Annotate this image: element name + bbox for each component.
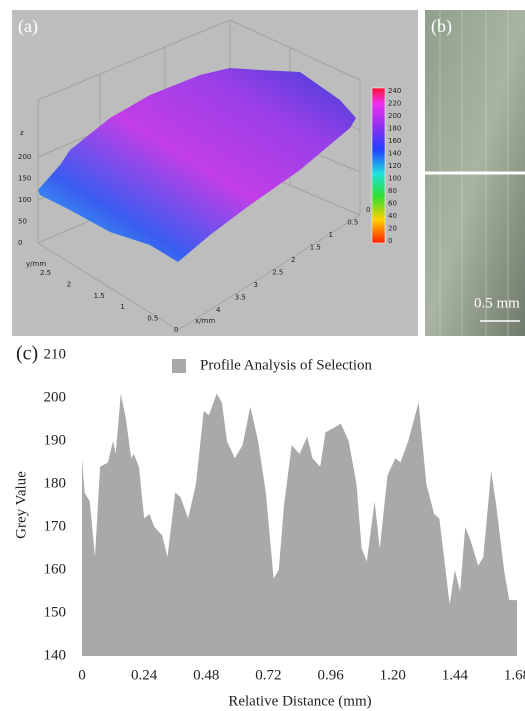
y-tick-label: 0	[174, 326, 178, 334]
x-tick-label: 0.24	[131, 667, 158, 683]
colorbar-tick-label: 180	[388, 125, 401, 133]
scale-label: 0.5 mm	[474, 295, 520, 311]
x-tick-label: 3.5	[235, 294, 246, 302]
y-tick-label: 180	[44, 475, 67, 491]
x-tick-label: 0.72	[255, 667, 281, 683]
colorbar-tick-label: 220	[388, 100, 401, 108]
y-tick-label: 1.5	[94, 292, 105, 300]
colorbar-tick-label: 120	[388, 162, 401, 170]
colorbar-tick-label: 0	[388, 237, 392, 245]
colorbar-tick-label: 20	[388, 225, 397, 233]
y-tick-label: 190	[44, 432, 67, 448]
x-tick-label: 0	[366, 206, 370, 214]
panel-label: (b)	[431, 16, 452, 37]
x-tick-label: 0.96	[317, 667, 344, 683]
x-tick-label: 1	[329, 231, 333, 239]
axis-label: x/mm	[195, 317, 215, 325]
area	[82, 393, 517, 656]
y-tick-label: 200	[44, 389, 67, 405]
surface	[38, 68, 356, 262]
y-axis-title: Grey Value	[13, 471, 29, 539]
x-tick-label: 1.68	[504, 667, 525, 683]
y-tick-label: 0.5	[147, 315, 158, 323]
axis-label: y/mm	[26, 260, 46, 268]
z-tick-label: 0	[18, 239, 22, 247]
y-tick-label: 2	[67, 280, 71, 288]
x-tick-label: 2.5	[272, 269, 283, 277]
x-tick-label: 1.5	[310, 244, 321, 252]
x-tick-label: 4	[216, 306, 221, 314]
z-tick-label: 50	[18, 218, 27, 226]
colorbar	[371, 87, 386, 244]
z-tick-label: 150	[18, 175, 31, 183]
axis-label: z	[20, 129, 24, 137]
colorbar-tick-label: 40	[388, 212, 397, 220]
legend-swatch	[172, 359, 186, 373]
x-tick-label: 0	[78, 667, 86, 683]
y-tick-label: 1	[120, 303, 124, 311]
y-tick-label: 160	[44, 561, 67, 577]
colorbar-tick-label: 100	[388, 175, 401, 183]
colorbar-tick-label: 160	[388, 137, 401, 145]
y-tick-label: 170	[44, 518, 67, 534]
legend-label: Profile Analysis of Selection	[200, 357, 373, 373]
z-tick-label: 200	[18, 153, 31, 161]
panel-label: (a)	[18, 16, 38, 37]
y-tick-label: 150	[44, 604, 67, 620]
panel-label: (c)	[16, 343, 38, 365]
colorbar-tick-label: 80	[388, 187, 397, 195]
colorbar-tick-label: 240	[388, 87, 401, 95]
x-tick-label: 3	[254, 281, 258, 289]
y-tick-label: 210	[44, 346, 67, 362]
x-tick-label: 0.48	[193, 667, 219, 683]
y-tick-label: 2.5	[40, 269, 51, 277]
colorbar-tick-label: 60	[388, 200, 397, 208]
z-tick-label: 100	[18, 196, 31, 204]
x-tick-label: 1.44	[442, 667, 469, 683]
colorbar-tick-label: 200	[388, 112, 401, 120]
x-tick-label: 0.5	[347, 219, 358, 227]
x-tick-label: 2	[291, 256, 295, 264]
x-tick-label: 1.20	[380, 667, 406, 683]
colorbar-tick-label: 140	[388, 150, 401, 158]
y-tick-label: 140	[44, 647, 67, 663]
x-axis-title: Relative Distance (mm)	[228, 693, 371, 709]
